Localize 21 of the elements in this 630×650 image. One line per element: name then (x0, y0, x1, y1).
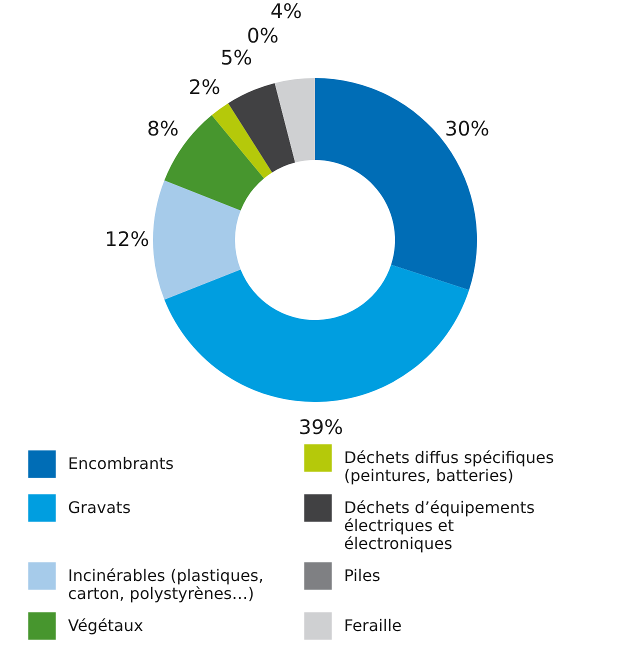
donut-slice (274, 78, 315, 163)
donut-slice (212, 103, 272, 178)
data-label: 8% (147, 116, 179, 140)
legend-label: Incinérables (plastiques, carton, polystyrènes…) (68, 566, 264, 603)
data-label: 4% (270, 0, 302, 23)
data-label: 30% (444, 116, 490, 140)
donut-slice (153, 180, 241, 300)
legend-label: Encombrants (68, 454, 174, 474)
text: 0% (246, 24, 279, 48)
legend-label: Piles (344, 566, 380, 585)
legend-label: Déchets diffus spécifiques (peintures, batteries) (344, 448, 554, 485)
donut-slice (228, 83, 296, 172)
data-label: 5% (220, 45, 252, 70)
data-label: 12% (104, 227, 150, 251)
legend-label: Déchets d’équipements électriques et électroniques (344, 498, 535, 553)
donut-slice (164, 264, 470, 402)
legend-label: Végétaux (68, 616, 144, 635)
legend-label: Feraille (344, 616, 402, 635)
legend-label: Gravats (68, 498, 131, 517)
data-label: 39% (298, 414, 344, 439)
data-label: 2% (188, 74, 220, 99)
